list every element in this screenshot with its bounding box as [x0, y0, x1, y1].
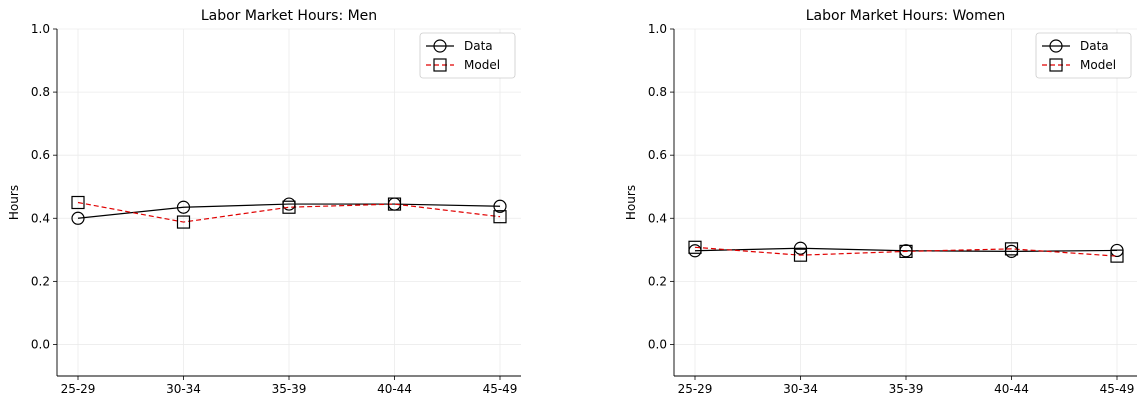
legend: Data Model [419, 32, 516, 79]
legend-label: Data [464, 39, 493, 53]
data-point-square [493, 210, 507, 224]
legend-marker-circle [433, 39, 447, 53]
data-point-square [899, 244, 913, 258]
x-tick-label: 25-29 [61, 382, 96, 396]
data-point-square [176, 215, 191, 229]
y-tick-label: 0.6 [31, 148, 50, 162]
y-tick-label: 0.2 [648, 274, 667, 288]
y-tick-label: 0.2 [31, 274, 50, 288]
chart-title: Labor Market Hours: Women [806, 8, 1006, 24]
legend-marker-square [1049, 58, 1063, 72]
legend-box [1035, 32, 1132, 79]
data-point-square [1110, 249, 1124, 263]
data-point-circle [493, 199, 507, 213]
data-point-circle [71, 211, 85, 225]
chart-panel-women: Labor Market Hours: Women Hours 0.0 0.2 0.… [624, 8, 1137, 396]
data-point-square [688, 240, 702, 254]
x-tick-label: 40-44 [994, 382, 1029, 396]
data-point-circle [176, 200, 191, 214]
data-point-square [387, 197, 402, 211]
legend: Data Model [1035, 32, 1132, 79]
series-line [77, 201, 501, 223]
x-tick-label: 35-39 [272, 382, 307, 396]
y-tick-label: 0.0 [31, 337, 50, 351]
legend-label: Model [464, 58, 500, 72]
x-tick-label: 30-34 [166, 382, 201, 396]
data-point-square [282, 200, 296, 214]
series-line [694, 246, 1118, 257]
legend-marker-circle [1049, 39, 1063, 53]
series-model [71, 195, 507, 229]
y-tick-label: 0.4 [31, 211, 50, 225]
x-tick-label: 30-34 [783, 382, 818, 396]
y-tick-label: 0.8 [31, 85, 50, 99]
x-tick-label: 40-44 [377, 382, 412, 396]
y-tick-label: 0.8 [648, 85, 667, 99]
y-tick-label: 1.0 [31, 22, 50, 36]
data-point-square [1004, 242, 1019, 256]
y-axis-label: Hours [7, 185, 21, 220]
x-tick-label: 45-49 [1100, 382, 1135, 396]
x-tick-label: 35-39 [889, 382, 924, 396]
data-point-circle [793, 241, 808, 255]
data-point-square [71, 195, 85, 210]
x-tick-label: 45-49 [483, 382, 518, 396]
legend-label: Data [1080, 39, 1109, 53]
legend-label: Model [1080, 58, 1116, 72]
grid [57, 28, 521, 376]
y-tick-label: 0.6 [648, 148, 667, 162]
y-tick-label: 0.4 [648, 211, 667, 225]
series-model [688, 240, 1124, 263]
chart-title: Labor Market Hours: Men [201, 8, 377, 24]
y-tick-label: 1.0 [648, 22, 667, 36]
y-axis-label: Hours [624, 185, 638, 220]
data-point-square [793, 248, 808, 262]
series-line [77, 203, 501, 219]
chart-panel-men: Labor Market Hours: Men Hours 0.0 0.2 0.4 0… [7, 8, 521, 396]
legend-box [419, 32, 516, 79]
legend-marker-square [433, 58, 447, 72]
x-tick-label: 25-29 [678, 382, 713, 396]
y-tick-label: 0.0 [648, 337, 667, 351]
grid [674, 28, 1137, 376]
